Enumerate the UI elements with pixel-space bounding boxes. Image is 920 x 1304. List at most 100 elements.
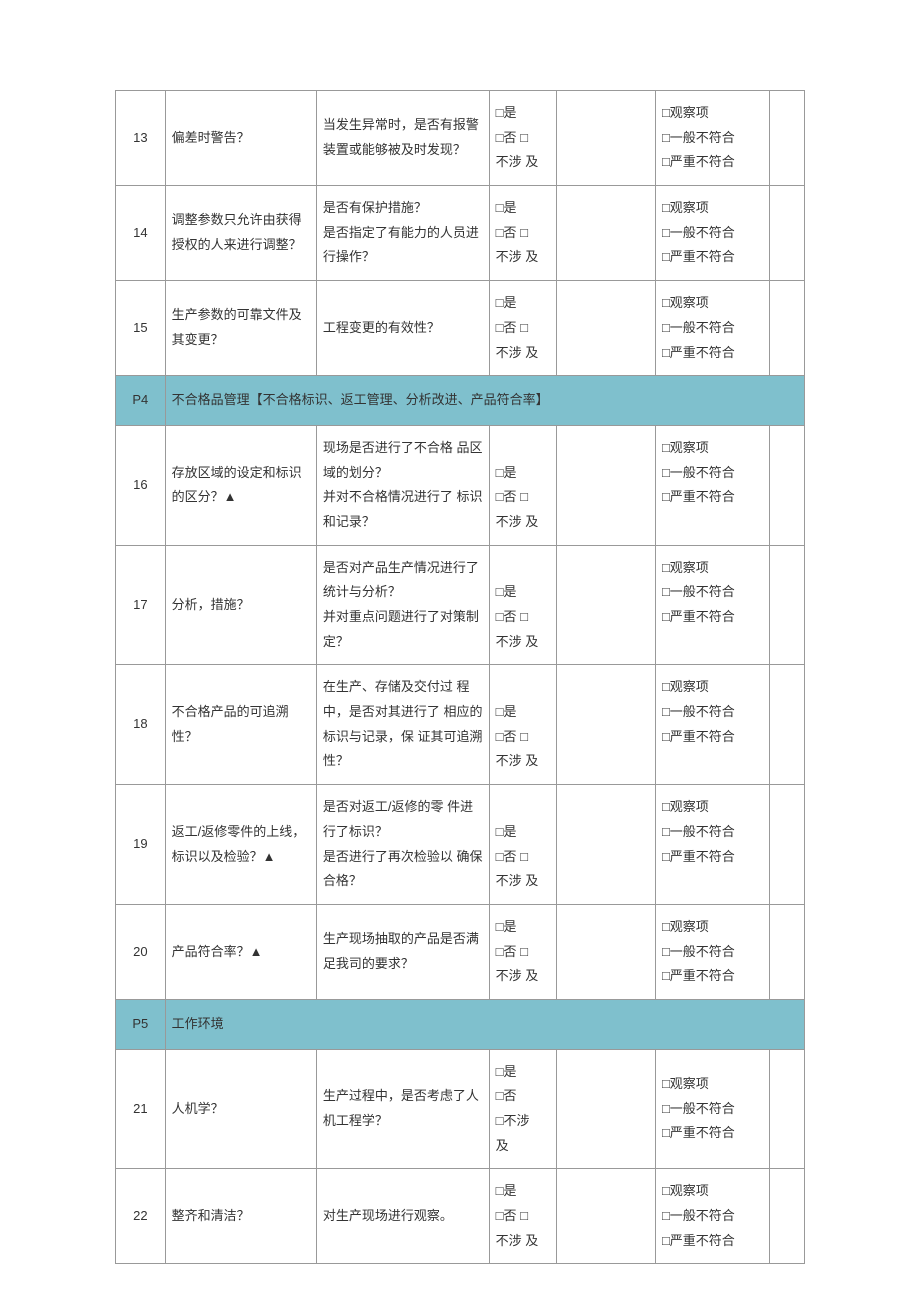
- result-minor[interactable]: □一般不符合: [662, 940, 763, 965]
- result-obs[interactable]: □观察项: [662, 556, 763, 581]
- result-minor[interactable]: □一般不符合: [662, 580, 763, 605]
- row-result: □观察项 □一般不符合 □严重不符合: [655, 785, 769, 905]
- result-obs[interactable]: □观察项: [662, 795, 763, 820]
- row-blank: [556, 1169, 655, 1264]
- result-minor[interactable]: □一般不符合: [662, 820, 763, 845]
- option-yes[interactable]: □是: [496, 461, 550, 486]
- option-na2[interactable]: 及: [496, 1134, 550, 1159]
- result-major[interactable]: □严重不符合: [662, 1121, 763, 1146]
- table-row: 22 整齐和清洁？ 对生产现场进行观察。 □是 □否 □ 不涉 及 □观察项 □…: [116, 1169, 805, 1264]
- row-result: □观察项 □一般不符合 □严重不符合: [655, 904, 769, 999]
- table-row: 13 偏差时警告？ 当发生异常时，是否有报警装置或能够被及时发现？ □是 □否 …: [116, 91, 805, 186]
- row-last: [770, 1169, 805, 1264]
- option-no[interactable]: □否 □: [496, 725, 550, 750]
- result-obs[interactable]: □观察项: [662, 915, 763, 940]
- row-last: [770, 281, 805, 376]
- option-na[interactable]: 不涉 及: [496, 1229, 550, 1254]
- row-result: □观察项 □一般不符合 □严重不符合: [655, 1169, 769, 1264]
- option-yes[interactable]: □是: [496, 101, 550, 126]
- section-code: P4: [116, 376, 166, 426]
- option-yes[interactable]: □是: [496, 196, 550, 221]
- option-na[interactable]: □不涉: [496, 1109, 550, 1134]
- row-options: □是 □否 □ 不涉 及: [489, 425, 556, 545]
- result-minor[interactable]: □一般不符合: [662, 700, 763, 725]
- result-major[interactable]: □严重不符合: [662, 150, 763, 175]
- row-desc: 当发生异常时，是否有报警装置或能够被及时发现？: [316, 91, 489, 186]
- option-no[interactable]: □否 □: [496, 940, 550, 965]
- row-last: [770, 186, 805, 281]
- result-obs[interactable]: □观察项: [662, 101, 763, 126]
- result-obs[interactable]: □观察项: [662, 291, 763, 316]
- option-na[interactable]: 不涉 及: [496, 964, 550, 989]
- row-blank: [556, 281, 655, 376]
- option-na[interactable]: 不涉 及: [496, 341, 550, 366]
- option-na[interactable]: 不涉 及: [496, 869, 550, 894]
- row-options: □是 □否 □ 不涉 及: [489, 904, 556, 999]
- option-no[interactable]: □否 □: [496, 845, 550, 870]
- option-yes[interactable]: □是: [496, 915, 550, 940]
- table-row: 15 生产参数的可靠文件及其变更？ 工程变更的有效性？ □是 □否 □ 不涉 及…: [116, 281, 805, 376]
- option-no[interactable]: □否 □: [496, 221, 550, 246]
- option-no[interactable]: □否 □: [496, 1204, 550, 1229]
- option-no[interactable]: □否 □: [496, 485, 550, 510]
- row-result: □观察项 □一般不符合 □严重不符合: [655, 281, 769, 376]
- result-major[interactable]: □严重不符合: [662, 485, 763, 510]
- row-number: 16: [116, 425, 166, 545]
- option-no[interactable]: □否 □: [496, 605, 550, 630]
- row-number: 19: [116, 785, 166, 905]
- row-item: 返工/返修零件的上线，标识以及检验？▲: [165, 785, 316, 905]
- option-na[interactable]: 不涉 及: [496, 150, 550, 175]
- option-na[interactable]: 不涉 及: [496, 245, 550, 270]
- row-options: □是 □否 □ 不涉 及: [489, 665, 556, 785]
- option-yes[interactable]: □是: [496, 1060, 550, 1085]
- row-result: □观察项 □一般不符合 □严重不符合: [655, 545, 769, 665]
- row-item: 调整参数只允许由获得授权的人来进行调整？: [165, 186, 316, 281]
- row-last: [770, 904, 805, 999]
- result-major[interactable]: □严重不符合: [662, 725, 763, 750]
- section-code: P5: [116, 999, 166, 1049]
- row-item: 整齐和清洁？: [165, 1169, 316, 1264]
- result-major[interactable]: □严重不符合: [662, 964, 763, 989]
- result-minor[interactable]: □一般不符合: [662, 316, 763, 341]
- row-desc: 在生产、存储及交付过 程中，是否对其进行了 相应的标识与记录，保 证其可追溯性？: [316, 665, 489, 785]
- result-obs[interactable]: □观察项: [662, 1072, 763, 1097]
- option-na[interactable]: 不涉 及: [496, 510, 550, 535]
- result-minor[interactable]: □一般不符合: [662, 1097, 763, 1122]
- result-minor[interactable]: □一般不符合: [662, 1204, 763, 1229]
- table-row: 14 调整参数只允许由获得授权的人来进行调整？ 是否有保护措施？ 是否指定了有能…: [116, 186, 805, 281]
- result-major[interactable]: □严重不符合: [662, 245, 763, 270]
- row-desc: 生产现场抽取的产品是否满足我司的要求？: [316, 904, 489, 999]
- result-major[interactable]: □严重不符合: [662, 605, 763, 630]
- result-major[interactable]: □严重不符合: [662, 845, 763, 870]
- row-blank: [556, 904, 655, 999]
- result-minor[interactable]: □一般不符合: [662, 461, 763, 486]
- row-desc: 生产过程中，是否考虑了人机工程学？: [316, 1049, 489, 1169]
- option-yes[interactable]: □是: [496, 820, 550, 845]
- option-na[interactable]: 不涉 及: [496, 630, 550, 655]
- result-obs[interactable]: □观察项: [662, 196, 763, 221]
- option-no[interactable]: □否 □: [496, 316, 550, 341]
- result-major[interactable]: □严重不符合: [662, 1229, 763, 1254]
- row-options: □是 □否 □ 不涉 及: [489, 785, 556, 905]
- option-yes[interactable]: □是: [496, 700, 550, 725]
- row-number: 14: [116, 186, 166, 281]
- result-obs[interactable]: □观察项: [662, 675, 763, 700]
- option-yes[interactable]: □是: [496, 580, 550, 605]
- row-result: □观察项 □一般不符合 □严重不符合: [655, 186, 769, 281]
- result-minor[interactable]: □一般不符合: [662, 126, 763, 151]
- row-item: 产品符合率？▲: [165, 904, 316, 999]
- option-na[interactable]: 不涉 及: [496, 749, 550, 774]
- option-yes[interactable]: □是: [496, 1179, 550, 1204]
- section-title: 工作环境: [165, 999, 804, 1049]
- option-no[interactable]: □否 □: [496, 126, 550, 151]
- result-major[interactable]: □严重不符合: [662, 341, 763, 366]
- result-minor[interactable]: □一般不符合: [662, 221, 763, 246]
- result-obs[interactable]: □观察项: [662, 1179, 763, 1204]
- table-row: 16 存放区域的设定和标识的区分？▲ 现场是否进行了不合格 品区域的划分？ 并对…: [116, 425, 805, 545]
- row-item: 生产参数的可靠文件及其变更？: [165, 281, 316, 376]
- result-obs[interactable]: □观察项: [662, 436, 763, 461]
- option-yes[interactable]: □是: [496, 291, 550, 316]
- row-options: □是 □否 □ 不涉 及: [489, 281, 556, 376]
- row-item: 不合格产品的可追溯性？: [165, 665, 316, 785]
- option-no[interactable]: □否: [496, 1084, 550, 1109]
